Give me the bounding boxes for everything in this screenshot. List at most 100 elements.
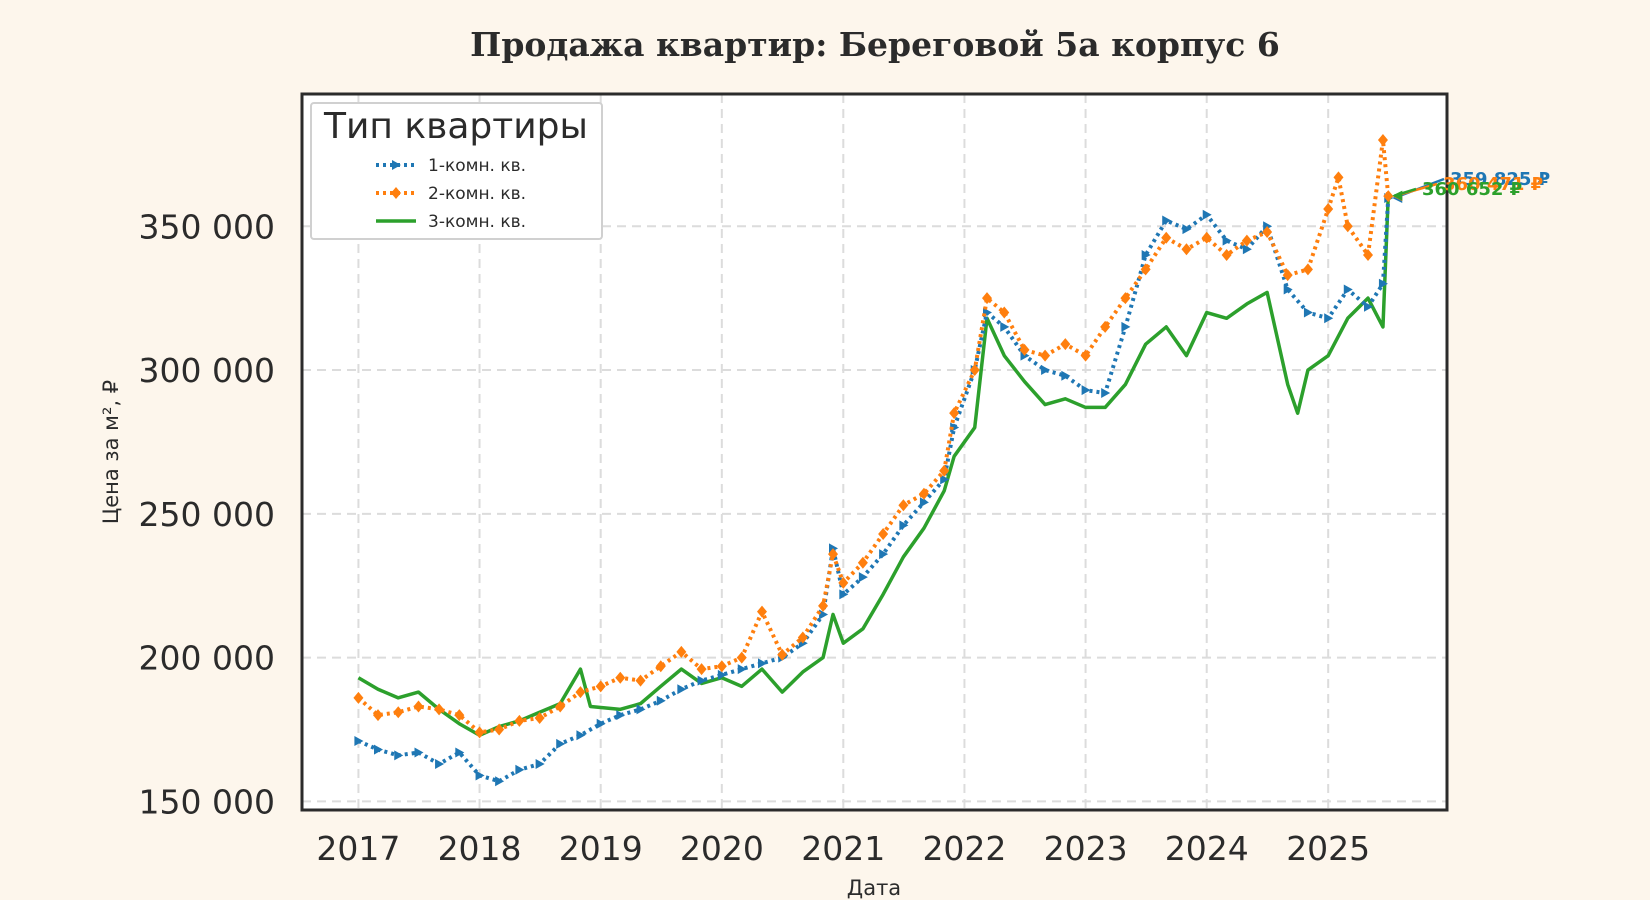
- data-point: [1120, 292, 1131, 305]
- data-point: [1202, 209, 1212, 220]
- series-2: [353, 134, 1394, 739]
- data-point: [655, 660, 666, 673]
- data-point: [1343, 284, 1353, 295]
- x-tick-label: 2022: [922, 829, 1006, 868]
- data-point: [858, 572, 868, 583]
- data-point: [616, 710, 626, 721]
- data-point: [392, 160, 401, 170]
- data-point: [1342, 220, 1353, 233]
- data-point: [1283, 284, 1293, 295]
- end-label-arrowhead: [1392, 190, 1403, 201]
- data-point: [535, 758, 545, 769]
- y-tick-label: 150 000: [139, 782, 275, 821]
- legend-entries: 1-комн. кв. 2-комн. кв. 3-комн. кв.: [376, 156, 526, 232]
- data-point: [353, 691, 364, 704]
- x-tick-label: 2017: [316, 829, 400, 868]
- x-tick-label: 2024: [1165, 829, 1249, 868]
- data-point: [857, 556, 868, 569]
- data-point: [354, 735, 364, 746]
- y-tick-label: 300 000: [139, 351, 275, 390]
- data-point: [636, 704, 646, 715]
- data-point: [940, 474, 950, 485]
- data-point: [1364, 301, 1374, 312]
- data-point: [982, 292, 993, 305]
- data-point: [1182, 224, 1192, 235]
- data-point: [534, 711, 545, 724]
- data-point: [919, 497, 929, 508]
- data-point: [1141, 250, 1151, 261]
- data-point: [475, 770, 485, 781]
- legend: Тип квартиры 1-комн. кв. 2-комн. кв. 3-ком…: [310, 102, 603, 240]
- data-point: [1140, 263, 1151, 276]
- data-point: [1221, 249, 1232, 262]
- data-point: [635, 674, 646, 687]
- data-point: [495, 776, 505, 787]
- data-point: [1222, 235, 1232, 246]
- chart-title: Продажа квартир: Береговой 5а корпус 6: [470, 25, 1280, 64]
- data-point: [898, 499, 909, 512]
- data-point: [1041, 365, 1051, 376]
- grid: [302, 94, 1447, 810]
- data-point: [1377, 134, 1388, 147]
- data-point: [656, 695, 666, 706]
- y-axis-label: Цена за м², ₽: [99, 380, 123, 524]
- data-point: [737, 664, 747, 675]
- data-point: [515, 764, 525, 775]
- data-point: [899, 520, 909, 531]
- data-point: [1201, 231, 1212, 244]
- data-point: [717, 669, 727, 680]
- data-point: [878, 527, 889, 540]
- data-point: [556, 738, 566, 749]
- y-axis-ticks: 150 000 200 000 250 000 300 000 350 000: [139, 207, 275, 821]
- x-axis-ticks: 2017 2018 2019 2020 2021 2022 2023 2024 2025: [316, 829, 1370, 868]
- data-point: [819, 609, 829, 620]
- data-point: [434, 703, 445, 716]
- data-point: [514, 714, 525, 727]
- data-point: [1324, 313, 1334, 324]
- data-point: [756, 605, 767, 618]
- data-point: [1081, 385, 1091, 396]
- series-line: [357, 138, 1391, 735]
- data-point: [1040, 349, 1051, 362]
- legend-label: 1-комн. кв.: [428, 156, 526, 176]
- legend-entry: 3-комн. кв.: [376, 212, 526, 232]
- data-point: [435, 758, 445, 769]
- x-tick-label: 2020: [680, 829, 764, 868]
- end-value-label: 360 652 ₽: [1422, 179, 1522, 200]
- data-point: [939, 464, 950, 477]
- data-point: [1161, 231, 1172, 244]
- data-point: [918, 487, 929, 500]
- y-tick-label: 200 000: [139, 639, 275, 678]
- data-point: [676, 645, 687, 658]
- y-tick-label: 350 000: [139, 207, 275, 246]
- data-point: [373, 709, 384, 722]
- data-point: [838, 576, 849, 589]
- data-point: [454, 709, 465, 722]
- data-point: [394, 750, 404, 761]
- data-point: [677, 684, 687, 695]
- data-point: [1121, 321, 1131, 332]
- data-point: [596, 718, 606, 729]
- data-point: [1383, 190, 1394, 203]
- data-point: [595, 680, 606, 693]
- data-point: [777, 648, 788, 661]
- data-point: [391, 187, 401, 199]
- x-tick-label: 2019: [559, 829, 643, 868]
- data-point: [1363, 249, 1374, 262]
- series-line: [357, 195, 1391, 737]
- data-point: [697, 675, 707, 686]
- x-axis-label: Дата: [847, 876, 901, 900]
- data-point: [474, 726, 485, 739]
- legend-title: Тип квартиры: [323, 106, 588, 147]
- end-labels: 359 825 ₽360 471 ₽360 652 ₽: [1392, 169, 1550, 204]
- data-point: [1282, 269, 1293, 282]
- data-point: [455, 747, 465, 758]
- data-point: [950, 422, 960, 433]
- data-point: [797, 631, 808, 644]
- data-point: [1101, 388, 1111, 399]
- data-point: [999, 306, 1010, 319]
- data-point: [716, 660, 727, 673]
- data-point: [828, 548, 839, 561]
- data-point: [1303, 307, 1313, 318]
